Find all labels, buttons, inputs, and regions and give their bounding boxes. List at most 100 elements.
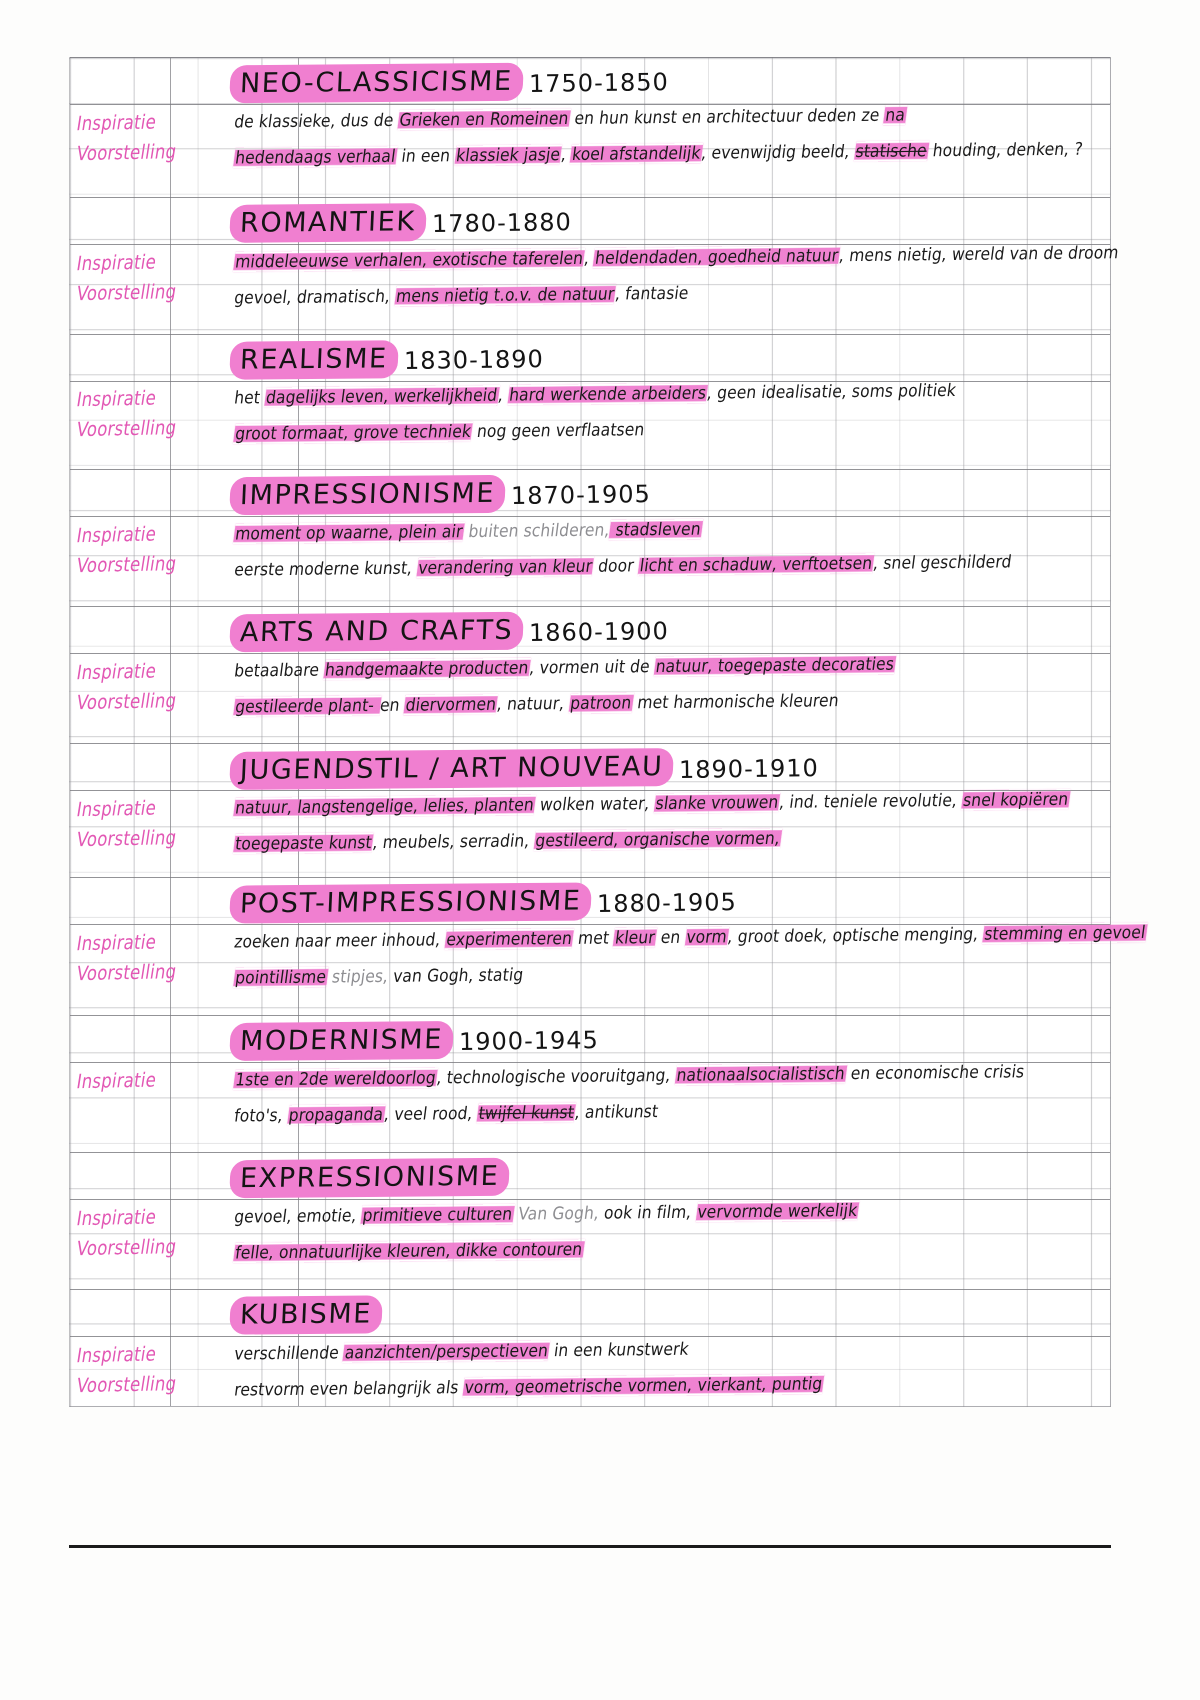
note-segment: diervormen xyxy=(403,694,499,716)
note-line-inspiratie-impressionisme: moment op waarne, plein air buiten schil… xyxy=(233,518,704,544)
note-segment: en xyxy=(378,695,407,716)
note-segment: statische xyxy=(853,140,930,162)
section-separator xyxy=(70,1289,1110,1290)
section-title-row: POST-IMPRESSIONISME 1880-1905 xyxy=(231,884,737,922)
note-segment: zoeken naar meer inhoud, xyxy=(233,929,447,952)
note-segment: natuur, langstengelige, lelies, planten xyxy=(233,794,537,818)
section-title-jugendstil-art-nouveau: JUGENDSTIL / ART NOUVEAU xyxy=(231,750,673,788)
note-segment: moment op waarne, plein air xyxy=(233,521,465,544)
note-line-inspiratie-expressionisme: gevoel, emotie, primitieve culturen Van … xyxy=(233,1200,860,1227)
section-title-row: KUBISME xyxy=(231,1297,381,1333)
note-segment: kleur xyxy=(612,927,658,949)
note-line-voorstelling-post-impressionisme: pointillisme stipjes, van Gogh, statig xyxy=(233,965,525,988)
note-line-voorstelling-jugendstil-art-nouveau: toegepaste kunst, meubels, serradin, ges… xyxy=(233,828,783,854)
note-segment: foto's, xyxy=(233,1105,290,1126)
note-segment: , evenwijdig beeld, xyxy=(700,141,857,164)
note-line-inspiratie-arts-and-crafts: betaalbare handgemaakte producten, vorme… xyxy=(233,653,897,681)
section-title-row: NEO-CLASSICISME 1750-1850 xyxy=(231,64,669,102)
section-title-row: EXPRESSIONISME xyxy=(231,1159,509,1197)
left-margin-rule-a xyxy=(170,58,171,1406)
section-title-row: ROMANTIEK 1780-1880 xyxy=(231,205,572,241)
row-label-inspiratie-romantiek: Inspiratie xyxy=(75,250,158,275)
section-years-jugendstil-art-nouveau: 1890-1910 xyxy=(679,754,820,784)
note-segment: vorm xyxy=(684,926,730,948)
note-segment: , vormen uit de xyxy=(528,656,657,678)
note-segment: de klassieke, dus de xyxy=(233,110,400,132)
footer-rule xyxy=(69,1545,1111,1548)
note-segment: , antikunst xyxy=(573,1101,660,1123)
section-rule xyxy=(70,1062,1110,1063)
note-segment: gestileerde plant- xyxy=(233,695,382,717)
note-segment: aanzichten/perspectieven xyxy=(342,1340,551,1363)
note-line-voorstelling-modernisme: foto's, propaganda, veel rood, twijfel k… xyxy=(233,1101,659,1126)
note-segment: vorm, geometrische vormen, vierkant, pun… xyxy=(462,1373,825,1398)
section-title-kubisme: KUBISME xyxy=(231,1297,381,1333)
section-title-row: IMPRESSIONISME 1870-1905 xyxy=(231,476,651,514)
section-separator xyxy=(70,1152,1110,1153)
note-segment: , geen idealisatie, soms politiek xyxy=(705,380,958,404)
row-label-inspiratie-impressionisme: Inspiratie xyxy=(75,522,158,547)
note-segment: verandering van kleur xyxy=(416,556,595,579)
note-segment: na xyxy=(883,104,908,126)
note-line-inspiratie-neo-classicisme: de klassieke, dus de Grieken en Romeinen… xyxy=(233,104,908,132)
note-segment: toegepaste kunst xyxy=(233,832,375,854)
section-years-realisme: 1830-1890 xyxy=(403,345,544,375)
note-segment: felle, onnatuurlijke kleuren, dikke cont… xyxy=(233,1239,585,1263)
section-rule xyxy=(70,381,1110,382)
note-segment: , meubels, serradin, xyxy=(371,830,536,853)
note-segment: restvorm even belangrijk als xyxy=(233,1377,465,1400)
row-label-voorstelling-neo-classicisme: Voorstelling xyxy=(75,140,179,165)
row-label-inspiratie-expressionisme: Inspiratie xyxy=(75,1205,158,1230)
note-segment: dagelijks leven, werkelijkheid xyxy=(263,385,500,408)
grid-paper-sheet: NEO-CLASSICISME 1750-1850 Inspiratie Voorst… xyxy=(69,57,1148,1407)
section-rule xyxy=(70,516,1110,517)
section-title-modernisme: MODERNISME xyxy=(231,1023,452,1059)
row-label-inspiratie-realisme: Inspiratie xyxy=(75,386,158,411)
note-segment: en hun kunst en architectuur deden ze xyxy=(568,105,886,129)
note-segment: , natuur, xyxy=(495,693,571,715)
note-segment: door xyxy=(591,555,641,577)
note-line-inspiratie-post-impressionisme: zoeken naar meer inhoud, experimenteren … xyxy=(233,922,1148,952)
note-segment: stipjes, xyxy=(325,966,390,988)
section-separator xyxy=(70,1015,1110,1016)
note-segment: pointillisme xyxy=(233,966,329,988)
note-segment: buiten schilderen, xyxy=(462,519,611,542)
note-segment: slanke vrouwen xyxy=(653,792,781,814)
note-segment: koel afstandelijk xyxy=(569,142,703,165)
note-segment: nog geen verflaatsen xyxy=(470,419,646,442)
note-segment: ook in film, xyxy=(597,1202,698,1224)
section-rule xyxy=(70,653,1110,654)
note-segment: houding, denken, ? xyxy=(926,138,1085,161)
section-years-arts-and-crafts: 1860-1900 xyxy=(529,617,670,647)
section-title-expressionisme: EXPRESSIONISME xyxy=(231,1159,509,1197)
note-line-voorstelling-impressionisme: eerste moderne kunst, verandering van kl… xyxy=(233,552,1013,580)
note-segment: klassiek jasje xyxy=(453,144,563,166)
note-segment: hard werkende arbeiders xyxy=(507,382,709,406)
section-years-modernisme: 1900-1945 xyxy=(458,1026,599,1056)
section-title-arts-and-crafts: ARTS AND CRAFTS xyxy=(231,613,523,651)
note-segment: , veel rood, xyxy=(382,1103,479,1125)
row-label-inspiratie-neo-classicisme: Inspiratie xyxy=(75,110,158,135)
note-segment: met xyxy=(571,927,616,949)
note-segment: , technologische vooruitgang, xyxy=(435,1065,677,1088)
note-segment: , mens nietig, wereld van de droom xyxy=(837,242,1120,266)
note-segment: vervormde werkelijk xyxy=(695,1200,860,1223)
row-label-voorstelling-expressionisme: Voorstelling xyxy=(75,1235,179,1260)
section-separator xyxy=(70,469,1110,470)
note-segment: , ind. teniele revolutie, xyxy=(778,790,964,813)
row-label-voorstelling-realisme: Voorstelling xyxy=(75,416,179,441)
note-segment: , groot doek, optische menging, xyxy=(726,924,985,947)
section-title-row: MODERNISME 1900-1945 xyxy=(231,1023,599,1059)
note-segment: van Gogh, statig xyxy=(386,964,525,987)
note-segment: betaalbare xyxy=(233,659,326,681)
note-segment: stemming en gevoel xyxy=(982,922,1148,945)
note-segment: in een kunstwerk xyxy=(547,1339,690,1361)
note-segment: en economische crisis xyxy=(844,1061,1026,1084)
note-line-voorstelling-neo-classicisme: hedendaags verhaal in een klassiek jasje… xyxy=(233,139,1084,168)
section-separator xyxy=(70,877,1110,878)
note-line-inspiratie-modernisme: 1ste en 2de wereldoorlog, technologische… xyxy=(233,1062,1026,1090)
note-segment: met harmonische kleuren xyxy=(631,690,841,713)
note-segment: experimenteren xyxy=(444,928,575,950)
section-rule xyxy=(70,924,1110,925)
